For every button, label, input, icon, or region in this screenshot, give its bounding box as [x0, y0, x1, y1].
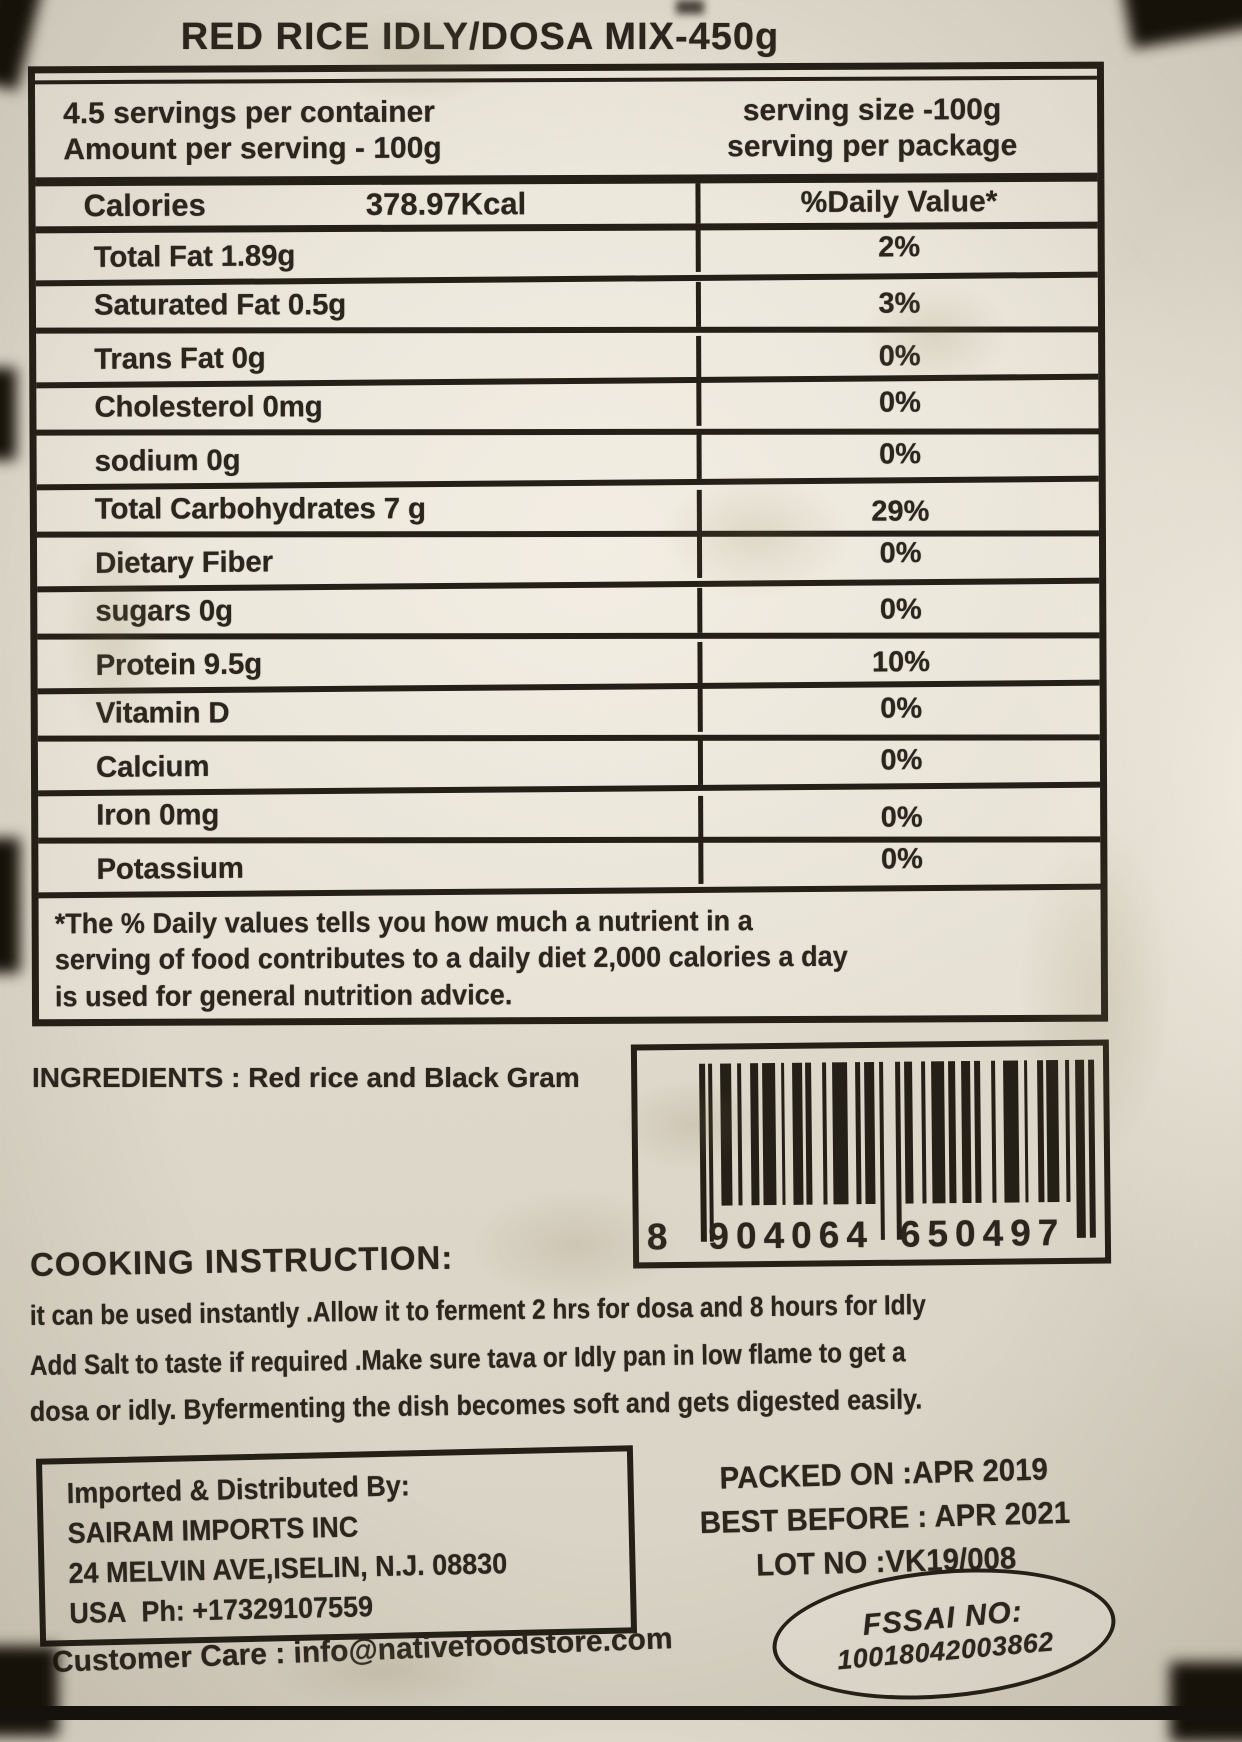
calories-cell: Calories 378.97Kcal	[35, 183, 695, 226]
daily-value: 0%	[696, 529, 1100, 578]
nutrient-row: Cholesterol 0mg 0%	[36, 379, 1099, 436]
daily-value: 0%	[697, 736, 1101, 785]
nutrient-label: Trans Fat 0g	[94, 340, 266, 375]
nutrient-label: Protein 9.5g	[95, 646, 263, 681]
daily-value: 0%	[698, 794, 1101, 841]
photo-edge-mark	[0, 368, 16, 460]
daily-value: 0%	[697, 685, 1100, 732]
photo-corner-mark	[1170, 1662, 1242, 1742]
nutrient-row: Protein 9.5g 10%	[37, 634, 1100, 694]
serving-size: serving size -100g	[742, 92, 1002, 127]
daily-value: 10%	[697, 638, 1100, 687]
barcode-bar	[831, 1062, 849, 1205]
nutrient-row: Calcium 0%	[37, 736, 1101, 796]
barcode-bars	[699, 1059, 1096, 1242]
barcode-digit-group: 650497	[899, 1211, 1066, 1255]
barcode-digits: 8 904064 650497	[645, 1212, 1099, 1259]
nutrient-label: Calcium	[95, 749, 210, 783]
nutrient-row: sodium 0g 0%	[36, 430, 1099, 490]
daily-value: 0%	[696, 332, 1099, 381]
daily-value: 0%	[696, 379, 1099, 426]
footnote-line: *The % Daily values tells you how much a…	[54, 904, 753, 940]
barcode: 8 904064 650497	[630, 1039, 1112, 1269]
daily-value: 0%	[698, 835, 1101, 884]
photo-mark	[676, 0, 704, 14]
nutrient-row: sugars 0g 0%	[37, 586, 1100, 640]
nutrient-row: Dietary Fiber 0%	[36, 529, 1100, 592]
nutrient-label: Potassium	[96, 850, 244, 885]
daily-value-header: %Daily Value*	[695, 181, 1098, 224]
nutrient-rows: Total Fat 1.89g 2% Saturated Fat 0.5g 3% Tra…	[35, 223, 1101, 898]
nutrient-label: Saturated Fat 0.5g	[93, 287, 347, 321]
nutrient-label: Vitamin D	[95, 695, 230, 729]
distributor-box: Imported & Distributed By: SAIRAM IMPORTS…	[35, 1445, 638, 1647]
barcode-digit-group: 8	[646, 1216, 675, 1258]
nutrient-row: Vitamin D 0%	[37, 685, 1100, 742]
servings-per-container: 4.5 servings per container	[63, 95, 436, 130]
product-title: RED RICE IDLY/DOSA MIX-450g	[180, 16, 780, 58]
photo-corner-mark	[0, 1646, 58, 1736]
serving-info-right: serving size -100g serving per package	[657, 91, 1087, 166]
footnote-line: is used for general nutrition advice.	[54, 978, 513, 1013]
nutrient-row: Total Fat 1.89g 2%	[35, 223, 1098, 286]
serving-info-left: 4.5 servings per container Amount per se…	[63, 93, 657, 169]
photo-edge-mark	[0, 838, 20, 973]
nutrient-row: Potassium 0%	[38, 835, 1101, 898]
footnote-line: serving of food contributes to a daily d…	[54, 940, 848, 977]
amount-per-serving: Amount per serving - 100g	[63, 131, 442, 167]
pack-info: PACKED ON :APR 2019 BEST BEFORE : APR 202…	[648, 1445, 1122, 1590]
cooking-instruction-text: it can be used instantly .Allow it to fe…	[30, 1289, 1210, 1444]
daily-value: 2%	[695, 223, 1098, 272]
nutrient-row: Trans Fat 0g 0%	[36, 328, 1099, 388]
daily-value-footnote: *The % Daily values tells you how much a…	[39, 891, 1102, 1019]
daily-value: 0%	[696, 430, 1099, 479]
serving-per-package: serving per package	[727, 129, 1018, 164]
calories-label: Calories	[83, 187, 206, 224]
daily-value: 29%	[696, 488, 1099, 535]
nutrient-label: Cholesterol 0mg	[94, 389, 323, 423]
nutrient-label: sodium 0g	[94, 442, 241, 477]
nutrient-label: Total Fat 1.89g	[93, 238, 296, 273]
nutrition-facts-panel: 4.5 servings per container Amount per se…	[27, 61, 1109, 1027]
barcode-bar	[1002, 1060, 1020, 1203]
daily-value: 3%	[695, 280, 1099, 327]
photo-bottom-edge	[0, 1706, 1242, 1720]
ingredients-text: Red rice and Black Gram	[248, 1062, 580, 1093]
daily-value: 0%	[697, 586, 1100, 633]
nutrient-label: sugars 0g	[95, 593, 233, 627]
ingredients-line: INGREDIENTS : Red rice and Black Gram	[32, 1062, 580, 1094]
nutrient-row: Total Carbohydrates 7 g 29%	[36, 484, 1099, 538]
nutrient-label: Iron 0mg	[96, 797, 220, 831]
serving-info-header: 4.5 servings per container Amount per se…	[35, 79, 1097, 177]
ingredients-label: INGREDIENTS :	[32, 1062, 241, 1093]
nutrient-row: Saturated Fat 0.5g 3%	[35, 280, 1099, 334]
barcode-digit-group: 904064	[708, 1213, 875, 1257]
cooking-instruction-heading: COOKING INSTRUCTION:	[29, 1238, 454, 1283]
nutrient-label: Dietary Fiber	[95, 544, 273, 579]
nutrient-row: Iron 0mg 0%	[38, 790, 1101, 844]
calories-value: 378.97Kcal	[365, 186, 527, 222]
calories-row: Calories 378.97Kcal %Daily Value*	[35, 181, 1098, 226]
photo-corner-mark	[1121, 0, 1242, 49]
nutrient-label: Total Carbohydrates 7 g	[94, 491, 426, 525]
